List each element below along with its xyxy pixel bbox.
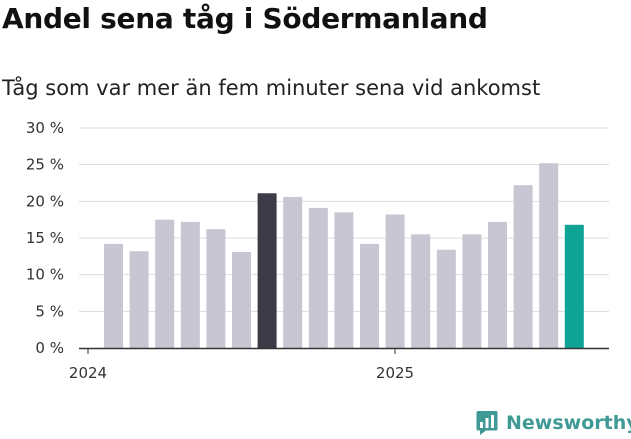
bar [564, 224, 584, 348]
bar [411, 234, 431, 348]
bar [180, 221, 200, 348]
bar [539, 163, 559, 348]
bar [360, 243, 379, 348]
bar [283, 196, 303, 348]
x-axis: 2024 2025 [69, 347, 609, 382]
y-tick-label: 30 % [26, 119, 64, 137]
bars [104, 163, 584, 348]
x-tick-label: 2024 [69, 364, 107, 382]
chart-title: Andel sena tåg i Södermanland [2, 2, 488, 35]
y-tick-label: 25 % [26, 156, 64, 174]
y-axis-tick-labels: 0 % 5 % 10 % 15 % 20 % 25 % 30 % [26, 119, 64, 357]
newsworthy-logo: Newsworthy [476, 409, 631, 437]
y-tick-label: 10 % [26, 266, 64, 284]
bar [129, 251, 149, 348]
bar [385, 214, 405, 348]
chart-subtitle: Tåg som var mer än fem minuter sena vid … [2, 76, 541, 100]
bar [334, 212, 354, 348]
bar [308, 207, 328, 348]
bar [488, 221, 507, 348]
bar [104, 243, 123, 348]
bar-chart-speech-bubble-icon [476, 411, 498, 435]
bar [232, 251, 251, 348]
bar [436, 249, 456, 348]
bar [462, 234, 482, 348]
y-tick-label: 15 % [26, 229, 64, 247]
x-tick-label: 2025 [376, 364, 414, 382]
y-tick-label: 20 % [26, 192, 64, 210]
bar [257, 193, 277, 348]
bar [155, 219, 175, 348]
bar [513, 185, 533, 348]
y-tick-label: 5 % [35, 302, 64, 320]
brand-name: Newsworthy [506, 412, 631, 434]
bar [206, 229, 226, 348]
y-tick-label: 0 % [35, 339, 64, 357]
